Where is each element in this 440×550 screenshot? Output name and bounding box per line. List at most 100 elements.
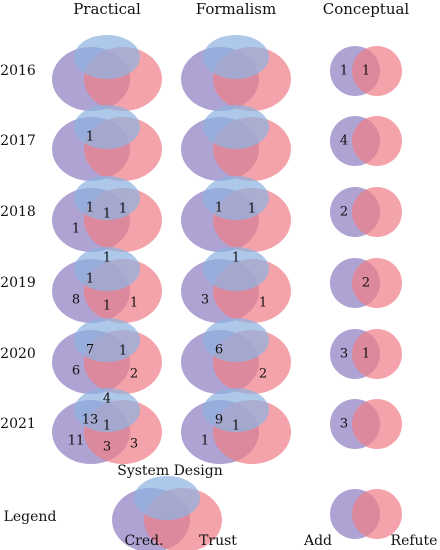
column-header-practical: Practical bbox=[73, 0, 141, 18]
row-2018: 2018 1 1 111 1 2 bbox=[0, 176, 402, 252]
region-count-overlap_pb: 9 bbox=[215, 413, 223, 428]
region-count-overlap_br: 1 bbox=[248, 202, 256, 217]
region-count-overlap_pb: 1 bbox=[86, 201, 94, 216]
refute-circle bbox=[352, 399, 402, 449]
conceptual-venn: 2 bbox=[330, 187, 402, 237]
practical-venn: 413 111 3 3 bbox=[52, 388, 162, 464]
region-count-blue: 1 bbox=[103, 251, 111, 266]
system-design-ellipse bbox=[203, 247, 269, 291]
region-count-purple: 3 bbox=[340, 417, 348, 432]
system-design-ellipse bbox=[74, 247, 140, 291]
region-count-purple: 4 bbox=[340, 134, 348, 149]
region-count-red: 1 bbox=[130, 296, 138, 311]
row-2016: 2016 1 1 bbox=[0, 35, 402, 111]
system-design-ellipse bbox=[74, 318, 140, 362]
system-design-ellipse bbox=[203, 176, 269, 220]
year-label: 2016 bbox=[0, 63, 36, 79]
conceptual-venn: 4 bbox=[330, 116, 402, 166]
region-count-blue: 1 bbox=[232, 251, 240, 266]
legend-three-set-venn bbox=[112, 476, 222, 550]
region-count-overlap: 2 bbox=[362, 276, 370, 291]
region-count-blue: 4 bbox=[103, 392, 111, 407]
system-design-ellipse bbox=[74, 105, 140, 149]
system-design-ellipse bbox=[74, 176, 140, 220]
system-design-ellipse bbox=[203, 388, 269, 432]
region-count-overlap_pb: 1 bbox=[86, 272, 94, 287]
region-count-overlap_br: 1 bbox=[119, 202, 127, 217]
region-count-red: 3 bbox=[130, 437, 138, 452]
legend-trust-label: Trust bbox=[199, 533, 237, 549]
region-count-overlap_pb: 1 bbox=[215, 201, 223, 216]
practical-venn: 1 1 11 bbox=[52, 176, 162, 252]
legend-cred-label: Cred. bbox=[124, 533, 163, 549]
region-count-purple: 1 bbox=[201, 434, 209, 449]
year-label: 2020 bbox=[0, 346, 36, 362]
refute-circle bbox=[352, 46, 402, 96]
system-design-ellipse bbox=[203, 318, 269, 362]
system-design-ellipse bbox=[134, 476, 200, 520]
region-count-purple: 2 bbox=[340, 205, 348, 220]
legend-two-set-venn bbox=[330, 489, 402, 539]
region-count-overlap_pr: 1 bbox=[103, 299, 111, 314]
region-count-purple: 8 bbox=[72, 293, 80, 308]
formalism-venn: 62 bbox=[181, 318, 291, 394]
region-count-purple: 3 bbox=[340, 347, 348, 362]
legend-refute-label: Refute bbox=[391, 533, 438, 549]
formalism-venn: 1 3 1 bbox=[181, 247, 291, 323]
region-count-purple: 11 bbox=[68, 434, 85, 449]
region-count-overlap_pr: 3 bbox=[103, 440, 111, 455]
region-count-overlap_pb: 1 bbox=[86, 130, 94, 145]
year-label: 2018 bbox=[0, 204, 36, 220]
practical-venn: 7 1 6 2 bbox=[52, 318, 162, 394]
year-label: 2021 bbox=[0, 416, 36, 432]
year-label: 2017 bbox=[0, 133, 36, 149]
region-count-red: 1 bbox=[259, 296, 267, 311]
region-count-purple: 3 bbox=[201, 293, 209, 308]
system-design-ellipse bbox=[203, 105, 269, 149]
practical-venn: 1 bbox=[52, 105, 162, 181]
practical-venn bbox=[52, 35, 162, 111]
legend-title: Legend bbox=[4, 509, 57, 525]
refute-circle bbox=[352, 116, 402, 166]
legend-add-label: Add bbox=[303, 533, 332, 549]
system-design-ellipse bbox=[74, 388, 140, 432]
region-count-red: 2 bbox=[130, 367, 138, 382]
refute-circle bbox=[352, 329, 402, 379]
conceptual-venn: 2 bbox=[330, 258, 402, 308]
region-count-center: 1 bbox=[103, 207, 111, 222]
region-count-purple: 1 bbox=[72, 222, 80, 237]
year-label: 2019 bbox=[0, 275, 36, 291]
conceptual-venn: 3 bbox=[330, 399, 402, 449]
refute-circle bbox=[352, 187, 402, 237]
region-count-overlap_br: 1 bbox=[119, 344, 127, 359]
region-count-center: 1 bbox=[232, 419, 240, 434]
legend-system-design-label: System Design bbox=[117, 463, 222, 479]
region-count-overlap: 1 bbox=[362, 64, 370, 79]
region-count-overlap_pb: 13 bbox=[82, 413, 99, 428]
practical-venn: 118 1 1 bbox=[52, 247, 162, 323]
region-count-purple: 6 bbox=[72, 364, 80, 379]
region-count-overlap_pb: 6 bbox=[215, 343, 223, 358]
formalism-venn bbox=[181, 35, 291, 111]
system-design-ellipse bbox=[203, 35, 269, 79]
formalism-venn: 9 1 1 bbox=[181, 388, 291, 464]
column-header-conceptual: Conceptual bbox=[323, 0, 410, 18]
region-count-overlap_pb: 7 bbox=[86, 343, 94, 358]
formalism-venn bbox=[181, 105, 291, 181]
system-design-ellipse bbox=[74, 35, 140, 79]
column-header-formalism: Formalism bbox=[196, 0, 276, 18]
region-count-red: 2 bbox=[259, 367, 267, 382]
region-count-purple: 1 bbox=[340, 64, 348, 79]
region-count-overlap: 1 bbox=[362, 347, 370, 362]
refute-circle bbox=[352, 258, 402, 308]
row-2017: 2017 1 4 bbox=[0, 105, 402, 181]
region-count-center: 1 bbox=[103, 419, 111, 434]
